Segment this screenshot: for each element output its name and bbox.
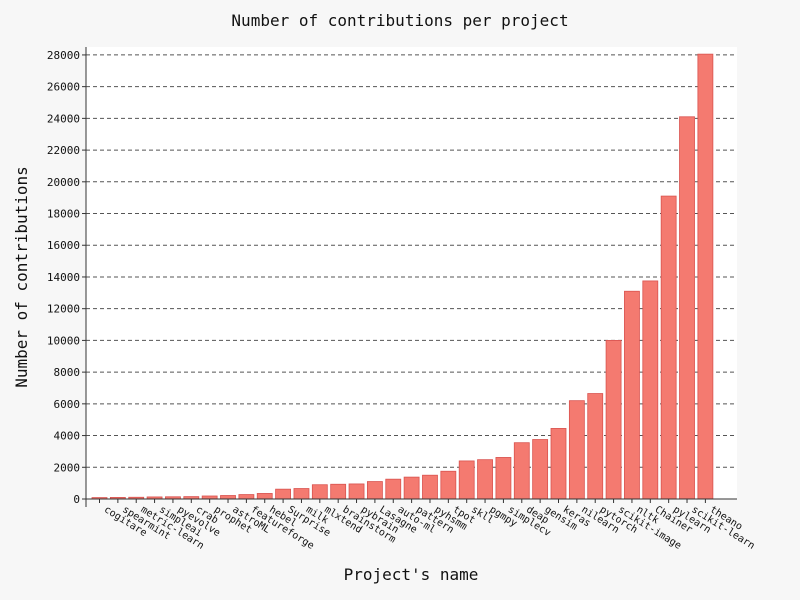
y-tick-label: 10000 [47,334,80,347]
bar [440,470,457,500]
bar [348,483,365,500]
bar [513,442,530,500]
y-tick-label: 14000 [47,271,80,284]
bar [311,484,328,500]
y-tick-label: 12000 [47,303,80,316]
grid-lines [86,54,737,468]
y-tick-label: 2000 [54,461,81,474]
y-tick-label: 22000 [47,144,80,157]
y-tick-labels: 0 2000 4000 6000 8000 10000 12000 14000 16000 180… [47,49,86,506]
bar [422,474,438,500]
bar [458,460,475,500]
bar [256,493,273,500]
bar [220,495,236,500]
bar [477,459,493,500]
y-tick-label: 20000 [47,176,80,189]
bars [91,53,714,500]
y-axis-label: Number of contributions [12,166,31,388]
bar [532,439,549,500]
bar [385,478,402,500]
y-tick-label: 16000 [47,239,80,252]
bar [293,488,310,500]
x-axis-label: Project's name [344,565,479,584]
chart-title: Number of contributions per project [231,11,568,30]
bar [403,476,420,500]
bar [568,400,585,500]
bar [697,53,714,500]
y-tick-label: 26000 [47,81,80,94]
bar [495,457,512,500]
bar [275,488,292,500]
bar [642,280,659,500]
bar [660,195,677,500]
y-tick-label: 0 [73,493,80,506]
bar [550,428,567,500]
bar [366,481,383,500]
y-tick-label: 24000 [47,112,80,125]
y-tick-label: 6000 [54,398,81,411]
bar [587,393,604,500]
y-tick-label: 28000 [47,49,80,62]
bar [238,494,255,500]
bar [605,340,622,500]
bar [679,116,695,500]
y-tick-label: 8000 [54,366,81,379]
y-tick-label: 4000 [54,430,81,443]
y-tick-label: 18000 [47,208,80,221]
bar [330,483,347,500]
bar [624,290,640,500]
